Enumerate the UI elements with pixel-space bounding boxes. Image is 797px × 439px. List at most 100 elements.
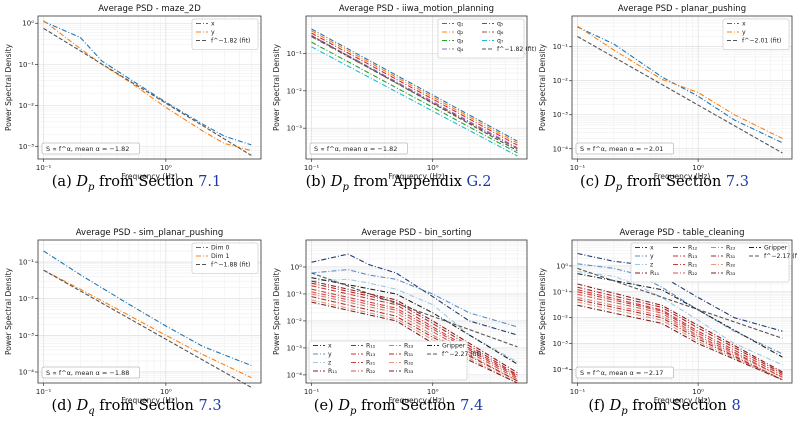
caption-subscript: p [615,181,623,193]
legend-frame [630,242,790,283]
legend-label: R₃₁ [726,253,736,260]
caption-subscript: p [87,181,95,193]
y-tick-label: 10⁰ [556,262,568,270]
y-tick-label: 10⁻² [19,102,35,110]
chart-panel-2: Average PSD - iiwa_motion_planning Freque… [272,4,536,181]
chart-panel-6: Average PSD - table_cleaning Frequency (H… [538,228,797,405]
legend-label: x [650,245,654,252]
legend-label: Dim 0 [211,245,229,252]
y-tick-label: 10⁻⁴ [287,371,303,379]
y-tick-label: 10⁰ [290,263,302,271]
x-tick-label: 10⁰ [160,164,172,172]
series-line-8 [577,293,783,378]
plot-frame [305,239,528,384]
plot-frame [571,239,793,384]
caption-label: (a) [51,174,77,190]
legend: xy f^−2.01 (fit) [722,18,790,50]
legend-label: R₁₂ [366,343,376,350]
x-tick-label: 10⁻¹ [36,164,52,172]
legend-label: q₄ [457,46,464,53]
legend-label: f^−1.82 (fit) [497,46,536,53]
series-line-3 [43,27,252,156]
legend-label: R₁₃ [688,253,698,260]
series-line-9 [577,296,783,381]
subfigure-caption: (e) Dp from Section 7.4 [266,398,531,417]
caption-text: from Section [622,174,726,190]
x-tick-label: 10⁻¹ [570,164,586,172]
legend-label: R₁₃ [366,351,376,358]
annotation-frame [309,142,408,155]
y-tick-label: 10⁻² [553,314,569,322]
caption-text: from Appendix [348,174,467,190]
caption-label: (e) [313,398,339,414]
y-tick-label: 10⁰ [22,20,34,28]
series-line-11 [577,301,783,381]
chart-panel-5: Average PSD - bin_sorting Frequency (Hz) P… [272,228,528,405]
legend-label: R₂₂ [688,270,698,277]
caption-text: from Section [627,398,732,414]
y-tick-label: 10⁻³ [287,344,303,352]
series-line-5 [311,282,518,376]
y-axis-label: Power Spectral Density [4,267,13,354]
subfigure-caption: (a) Dp from Section 7.1 [4,174,269,193]
chart-panel-4: Average PSD - sim_planar_pushing Frequenc… [4,228,262,405]
annotation-frame [575,366,674,379]
series-line-4 [311,35,518,149]
legend-label: q₁ [457,21,464,28]
annotation-frame [41,366,140,379]
x-tick-label: 10⁰ [427,388,439,396]
chart-title: Average PSD - bin_sorting [361,228,471,238]
legend-label: q₆ [497,29,504,36]
plot-frame [571,15,793,160]
annotation-text: S ∝ f^α, mean α = −2.01 [580,145,663,153]
plot-frame [37,15,262,160]
caption-subscript: p [342,181,349,193]
x-axis-label: Frequency (Hz) [654,396,711,405]
chart-title: Average PSD - iiwa_motion_planning [339,4,494,14]
caption-label: (d) [51,398,77,414]
legend-label: f^−1.88 (fit) [211,262,250,269]
y-axis-label: Power Spectral Density [538,43,547,130]
series-line-8 [311,291,518,380]
series-line-3 [43,269,252,388]
series-line-1 [577,252,783,332]
x-axis-label: Frequency (Hz) [388,172,445,181]
x-axis-label: Frequency (Hz) [121,172,178,181]
legend-label: y [742,29,746,36]
legend-label: R₃₁ [404,351,414,358]
x-tick-label: 10⁻¹ [304,164,320,172]
x-tick-label: 10⁰ [160,388,172,396]
legend-label: z [650,262,653,269]
series-line-2 [311,30,518,144]
legend-label: f^−2.27 (fit) [442,351,481,358]
caption-ref-link: 7.1 [198,174,222,190]
series-line-1 [43,250,252,367]
series-line-2 [43,20,252,152]
legend-label: f^−1.82 (fit) [211,38,250,45]
series-line-7 [311,288,518,378]
series-line-5 [311,32,518,146]
series-line-10 [577,299,783,381]
y-tick-label: 10⁻¹ [19,61,35,69]
subfigure-caption: (d) Dq from Section 7.3 [4,398,269,417]
annotation-text: S ∝ f^α, mean α = −1.88 [46,369,129,377]
plot-frame [37,239,262,384]
annotation-box: S ∝ f^α, mean α = −2.17 [575,366,674,379]
y-tick-label: 10⁻⁴ [553,145,569,153]
legend-label: R₃₂ [726,262,736,269]
legend-label: q₅ [497,21,504,28]
series-line-1 [577,26,783,144]
caption-ref-link: G.2 [466,174,492,190]
series-line-11 [311,299,518,384]
series-line-14 [577,267,783,339]
y-tick-label: 10⁻¹ [287,290,303,298]
subfigure-caption: (c) Dp from Section 7.3 [532,174,797,193]
y-tick-label: 10⁻¹ [19,259,35,267]
series-line-1 [43,20,252,146]
y-tick-label: 10⁻³ [19,332,35,340]
legend-label: f^−2.01 (fit) [742,38,781,45]
y-axis-label: Power Spectral Density [272,43,281,130]
annotation-box: S ∝ f^α, mean α = −1.82 [309,142,408,155]
caption-label: (b) [305,174,331,190]
